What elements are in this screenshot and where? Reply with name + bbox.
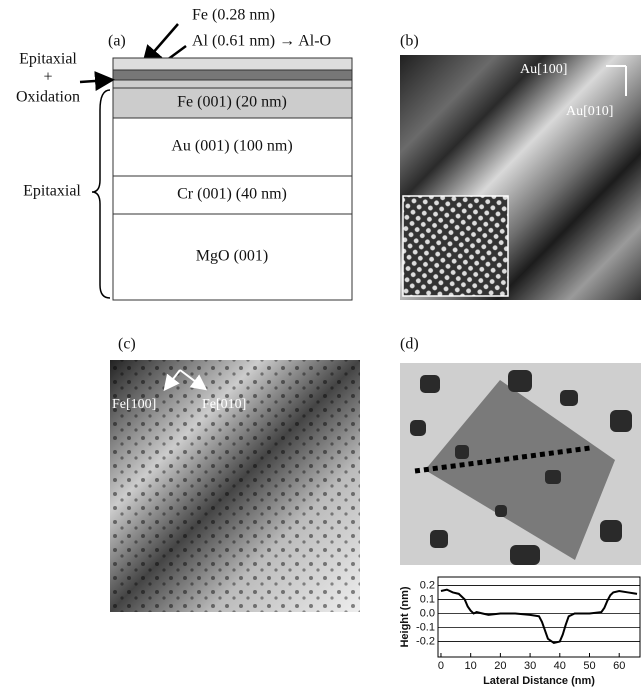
layer-label: Cr (001) (40 nm) [177,186,287,203]
x-tick-label: 0 [438,660,444,672]
panel-label: (d) [400,336,419,353]
x-tick-label: 60 [613,660,625,672]
y-tick-label: -0.1 [416,621,435,633]
x-tick-label: 10 [465,660,477,672]
panel-label: (a) [108,33,126,50]
x-tick-label: 20 [494,660,506,672]
profile-chart: 0.2 0.1 0.0 -0.1 -0.2 0 10 20 30 40 50 60 Lateral Di… [399,577,640,687]
brace [92,90,110,298]
layer-label: Au (001) (100 nm) [171,138,292,155]
y-axis-label: Height (nm) [399,586,411,647]
panel-label: (b) [400,33,419,50]
arrow [80,80,110,82]
x-axis-label: Lateral Distance (nm) [483,675,595,687]
side-note: Oxidation [16,89,80,106]
direction-label: Fe[100] [112,397,156,412]
y-tick-label: 0.0 [420,607,435,619]
side-note: Epitaxial [19,51,77,68]
y-tick-label: 0.1 [420,593,435,605]
note: Fe (0.28 nm) [192,7,275,24]
direction-label: Au[010] [566,104,613,119]
x-tick-label: 30 [524,660,536,672]
layer-label: MgO (001) [196,248,268,265]
x-tick-label: 50 [583,660,595,672]
y-tick-label: 0.2 [420,579,435,591]
profile-line [441,590,637,643]
stm-image [400,363,641,565]
y-tick-label: -0.2 [416,635,435,647]
side-note: Epitaxial [23,183,81,200]
note: Al (0.61 nm) → Al-O [192,33,331,50]
panel-label: (c) [118,336,136,353]
side-note: + [43,69,52,86]
figure: (a) Fe (0.28 nm) Al (0.61 nm) → Al-O Fe … [0,0,641,689]
inset-image [403,196,508,296]
layer-label: Fe (001) (20 nm) [177,94,287,111]
direction-label: Fe[010] [202,397,246,412]
x-tick-label: 40 [554,660,566,672]
direction-label: Au[100] [520,62,567,77]
